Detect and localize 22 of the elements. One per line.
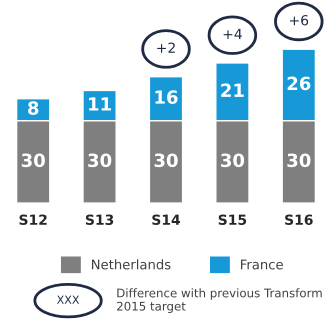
annotation: +2 [157, 42, 175, 53]
data-label: 30 [287, 153, 310, 168]
text: XXX [56, 296, 80, 304]
data-label: 11 [89, 97, 111, 111]
legend-label: France [241, 260, 283, 270]
data-label: 21 [221, 83, 244, 97]
data-label: 30 [154, 153, 178, 168]
data-label: 16 [155, 90, 178, 104]
data-label: 8 [28, 101, 38, 115]
x-tick-label: S13 [86, 214, 114, 225]
x-tick-label: S16 [285, 214, 313, 225]
data-label: 30 [221, 153, 244, 168]
x-tick-label: S14 [152, 214, 180, 225]
annotation: +4 [224, 28, 242, 40]
legend-label: Netherlands [92, 259, 170, 270]
x-tick-label: S12 [20, 214, 47, 225]
data-label: 30 [88, 153, 112, 168]
x-tick-label: S15 [218, 214, 246, 225]
data-label: 30 [22, 153, 45, 168]
annotation: +6 [290, 14, 308, 26]
data-label: 26 [288, 76, 310, 90]
text: Difference with previous Transform 2015 target [117, 288, 322, 313]
